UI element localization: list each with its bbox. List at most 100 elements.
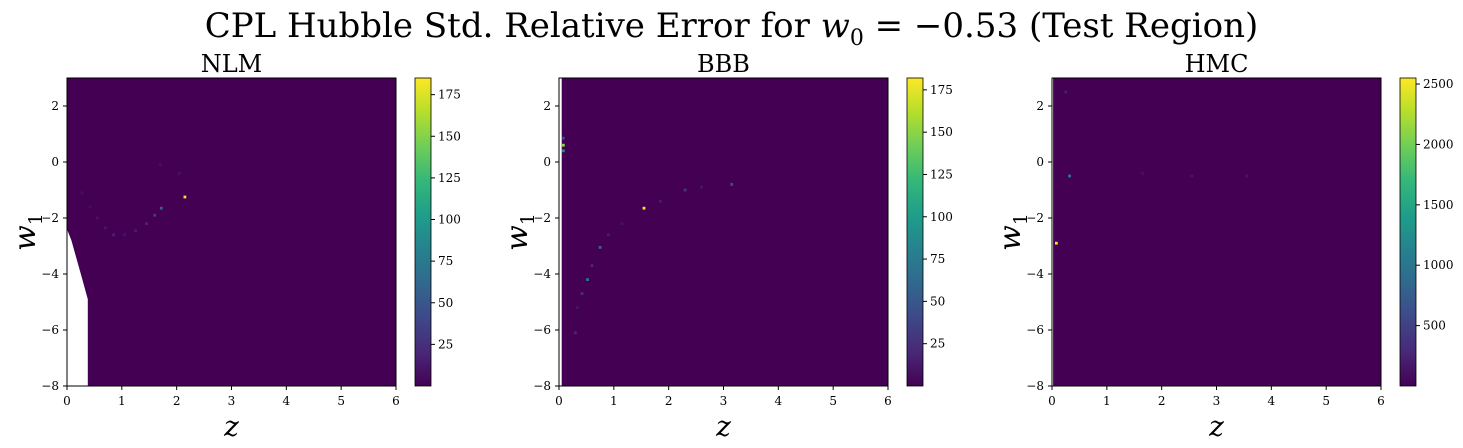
x-tick-label: 4 [775,394,783,408]
heatmap-cell [1190,174,1194,178]
heatmap-cell [104,226,107,230]
heatmap-cell [1055,241,1058,245]
x-tick-label: 1 [610,394,618,408]
heatmap-cell [153,213,157,217]
colorbar-tick-label: 2500 [1423,77,1454,91]
colorbar-tick-label: 100 [438,213,461,227]
colorbar-frame [1399,77,1417,387]
heatmap-cell [606,233,610,237]
x-tick-label: 3 [1213,394,1221,408]
heatmap-cell [178,171,181,175]
x-tick-label: 0 [555,394,563,408]
figure-title: CPL Hubble Std. Relative Error for w0 = … [0,4,1463,61]
x-tick-label: 5 [337,394,345,408]
heatmap-cell [183,195,187,199]
heatmap-cell [158,163,162,167]
title-variable: w [820,6,850,46]
heatmap-cell [1245,174,1249,178]
heatmap-cell [590,264,594,267]
heatmap-cell [575,306,579,309]
y-tick-label: −2 [1026,211,1044,225]
y-axis-label: w1 [500,213,539,251]
panel-nlm: NLM 0 1 2 3 4 5 6 −8 −6 −4 −2 0 2 z w1 25 50 75 100 125 150 17… [8,50,461,443]
title-suffix: (Test Region) [1028,6,1259,46]
y-axis-label: w1 [8,213,47,251]
heatmap-cell [134,229,137,232]
heatmap-background [67,78,396,386]
panel-title: BBB [697,50,750,78]
colorbar-tick-label: 175 [930,83,953,97]
missing-data-region [67,229,88,386]
y-tick-label: −8 [1026,379,1044,393]
y-tick-label: 0 [543,155,551,169]
title-subscript: 0 [849,25,864,51]
heatmap-cell [700,185,703,189]
colorbar-tick-label: 125 [438,171,461,185]
y-tick-label: 2 [1036,99,1044,113]
x-tick-label: 1 [1103,394,1111,408]
title-prefix: CPL Hubble Std. Relative Error for [204,6,821,46]
y-tick-label: 2 [51,99,59,113]
y-tick-label: −4 [533,267,551,281]
heatmap-cell [159,206,163,210]
x-tick-label: 2 [173,394,181,408]
x-tick-label: 0 [63,394,71,408]
x-tick-label: 0 [1048,394,1056,408]
x-axis-label: z [715,410,731,443]
colorbar-tick-label: 150 [438,129,461,143]
x-tick-label: 2 [665,394,673,408]
colorbar-tick-label: 1500 [1423,198,1454,212]
colorbar [907,78,923,386]
panel-title: NLM [201,50,263,78]
colorbar-tick-label: 1000 [1423,258,1454,272]
colorbar-tick-label: 500 [1423,319,1446,333]
y-tick-label: −6 [533,323,551,337]
colorbar [1400,78,1416,386]
colorbar-tick-label: 75 [438,254,453,268]
heatmap-cell [145,222,148,225]
y-tick-label: −8 [41,379,59,393]
x-tick-label: 5 [829,394,837,408]
colorbar-tick-label: 25 [930,337,945,351]
colorbar-frame [906,77,924,387]
heatmap-cell [683,188,687,192]
x-tick-label: 6 [392,394,400,408]
x-axis-label: z [1208,410,1224,443]
heatmap-cell [112,233,115,237]
heatmap-cell [659,199,662,203]
y-tick-label: 0 [51,155,59,169]
colorbar-tick-label: 125 [930,167,953,181]
heatmap-cell [574,331,577,335]
y-axis-label: w1 [993,213,1032,251]
colorbar-frame [414,77,432,387]
heatmap-cell [1064,90,1068,94]
heatmap-cell [620,222,624,225]
x-tick-label: 1 [118,394,126,408]
colorbar-tick-label: 175 [438,88,461,102]
y-tick-label: −2 [533,211,551,225]
colorbar-tick-label: 100 [930,210,953,224]
colorbar-tick-label: 2000 [1423,137,1454,151]
x-tick-label: 5 [1322,394,1330,408]
heatmap-cell [1068,174,1071,178]
heatmap-cell [562,143,565,147]
heatmap-cell [598,246,602,249]
heatmap-cell [562,136,565,140]
heatmap-cell [562,149,565,153]
title-value: = −0.53 [863,6,1029,46]
y-tick-label: −2 [41,211,59,225]
colorbar-tick-label: 50 [438,296,453,310]
heatmap-cell [586,278,589,281]
y-tick-label: 0 [1036,155,1044,169]
heatmap-background [559,78,888,386]
x-tick-label: 6 [884,394,892,408]
heatmap-cell [80,191,84,195]
x-tick-label: 4 [1268,394,1276,408]
heatmap-cell [95,216,99,220]
x-tick-label: 3 [720,394,728,408]
heatmap-cell [88,205,92,209]
y-tick-label: 2 [543,99,551,113]
x-tick-label: 2 [1158,394,1166,408]
missing-data-region [559,78,562,386]
